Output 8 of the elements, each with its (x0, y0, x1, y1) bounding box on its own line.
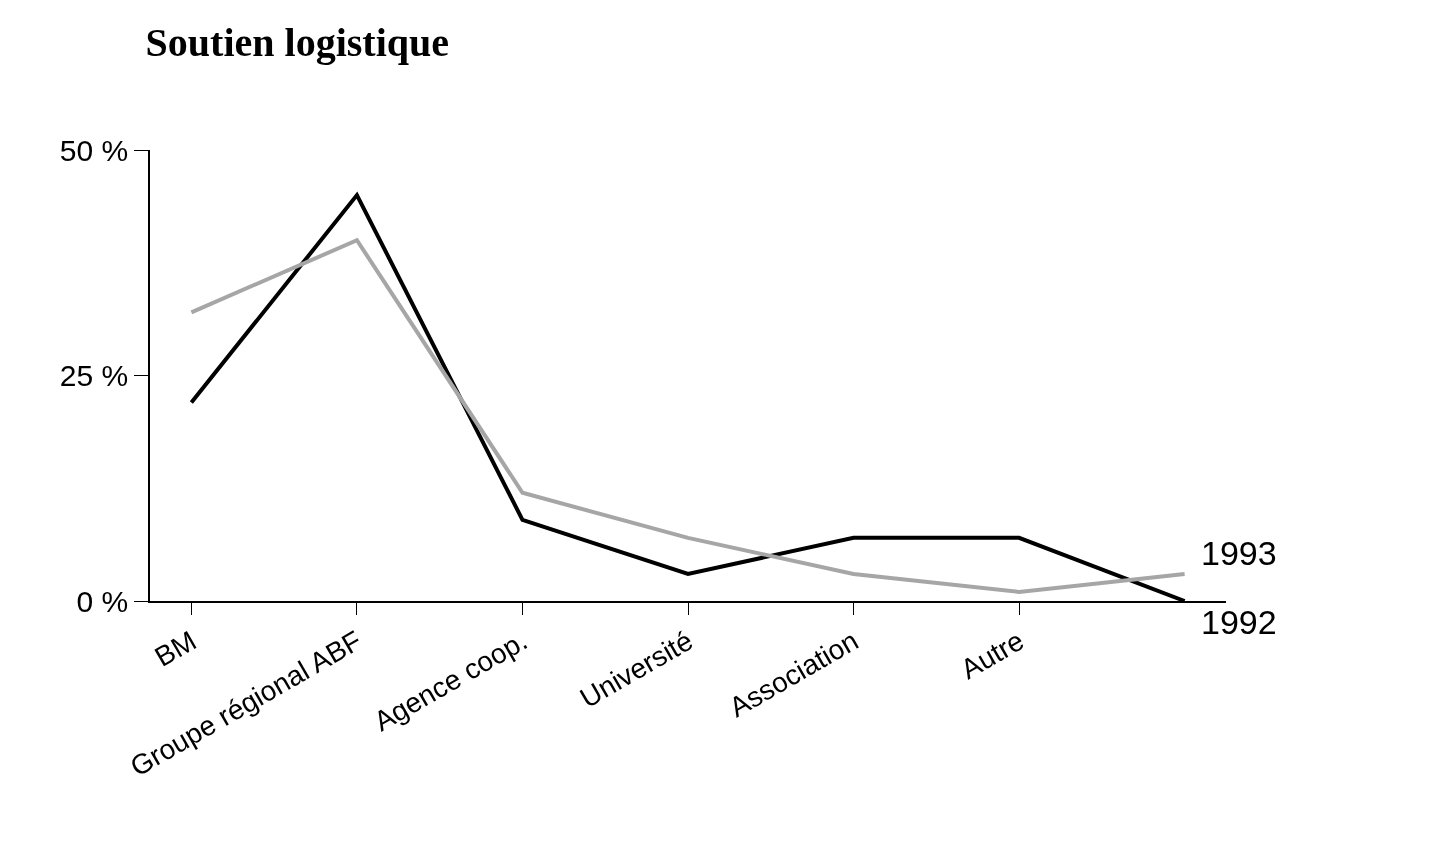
x-tick-label: BM (149, 624, 202, 673)
series-label: 1993 (1201, 534, 1277, 572)
y-tick-label: 50 % (59, 133, 129, 167)
x-tick-label: Autre (955, 624, 1030, 686)
y-tick-label: 0 % (76, 584, 129, 618)
chart-title: Soutien logistique (145, 20, 450, 66)
series-label: 1992 (1201, 603, 1277, 641)
y-tick-label: 25 % (59, 359, 129, 392)
